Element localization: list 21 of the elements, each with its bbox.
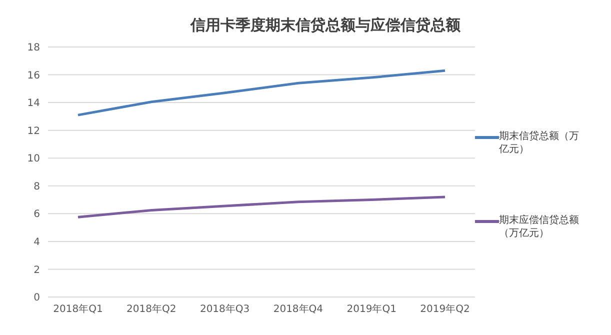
chart-title: 信用卡季度期末信贷总额与应偿信贷总额 (189, 15, 462, 36)
x-tick-label: 2018年Q4 (273, 303, 324, 316)
line-series (76, 69, 446, 116)
y-tick-label: 10 (27, 154, 40, 165)
legend-label: 期末信贷总额（万亿元） (499, 130, 580, 156)
y-tick-label: 12 (27, 126, 40, 137)
legend-label: 期末应偿信贷总额（万亿元） (499, 214, 580, 240)
y-tick-label: 14 (27, 98, 40, 110)
y-tick-label: 2 (34, 264, 40, 276)
x-tick-label: 2019年Q1 (346, 303, 396, 316)
x-tick-label: 2018年Q3 (200, 303, 250, 316)
y-tick-label: 16 (27, 70, 40, 82)
y-tick-label: 8 (34, 181, 40, 192)
line-series (76, 196, 446, 218)
y-tick-label: 6 (34, 209, 40, 220)
y-tick-label: 0 (34, 292, 40, 304)
x-tick-label: 2019年Q2 (420, 303, 470, 316)
y-tick-label: 18 (27, 42, 40, 54)
x-tick-label: 2018年Q1 (53, 303, 103, 316)
x-tick-label: 2018年Q2 (126, 303, 176, 316)
y-tick-label: 4 (34, 236, 40, 248)
